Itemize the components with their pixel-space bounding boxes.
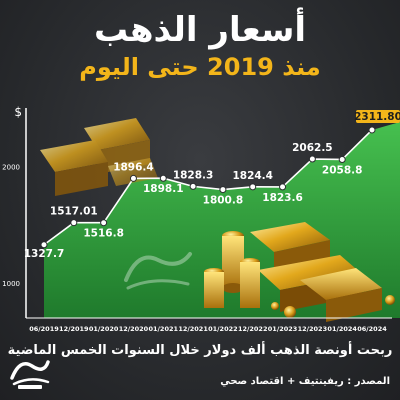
y-tick-label-1: 2000 bbox=[2, 163, 20, 171]
x-tick-label-1: 12/2019 bbox=[59, 325, 89, 333]
data-label-1: 1517.01 bbox=[50, 206, 98, 218]
data-point-11 bbox=[368, 126, 376, 134]
data-label-3: 1896.4 bbox=[113, 161, 154, 173]
data-point-5 bbox=[189, 182, 197, 190]
y-axis-unit-label: $ bbox=[14, 105, 22, 119]
brand-logo bbox=[10, 360, 50, 389]
data-point-10 bbox=[338, 155, 346, 163]
x-tick-label-3: 12/2020 bbox=[119, 325, 149, 333]
chart-caption: ربحت أونصة الذهب ألف دولار خلال السنوات … bbox=[7, 343, 393, 358]
last-value-badge bbox=[356, 109, 400, 123]
data-point-7 bbox=[249, 183, 257, 191]
page-subtitle: منذ 2019 حتى اليوم bbox=[79, 53, 321, 81]
series-line bbox=[43, 129, 373, 246]
data-point-0 bbox=[40, 241, 48, 249]
x-tick-label-8: 01/2023 bbox=[268, 325, 298, 333]
watermark-logo bbox=[124, 252, 192, 290]
data-label-6: 1800.8 bbox=[203, 195, 244, 207]
data-label-5: 1828.3 bbox=[173, 169, 214, 181]
x-tick-label-2: 01/2020 bbox=[89, 325, 119, 333]
data-point-1 bbox=[70, 219, 78, 227]
x-tick-label-11: 06/2024 bbox=[357, 325, 387, 333]
data-point-9 bbox=[308, 155, 316, 163]
x-tick-label-9: 12/2023 bbox=[298, 325, 328, 333]
data-point-2 bbox=[100, 219, 108, 227]
data-point-6 bbox=[219, 186, 227, 194]
data-label-8: 1823.6 bbox=[262, 192, 303, 204]
x-tick-label-0: 06/2019 bbox=[29, 325, 59, 333]
data-label-2: 1516.8 bbox=[83, 228, 124, 240]
x-tick-label-6: 01/2022 bbox=[208, 325, 238, 333]
data-label-7: 1824.4 bbox=[232, 170, 273, 182]
data-point-8 bbox=[279, 183, 287, 191]
data-label-0: 1327.7 bbox=[24, 248, 65, 260]
x-tick-label-5: 12/2021 bbox=[178, 325, 208, 333]
data-label-11: 2311.80 bbox=[354, 111, 400, 123]
x-tick-label-10: 01/2024 bbox=[327, 325, 357, 333]
x-tick-label-4: 01/2021 bbox=[149, 325, 179, 333]
y-tick-label-0: 1000 bbox=[2, 280, 20, 288]
data-label-4: 1898.1 bbox=[143, 183, 184, 195]
gold-bars-illustration-right bbox=[204, 222, 395, 322]
x-tick-label-7: 12/2022 bbox=[238, 325, 268, 333]
page-title: أسعار الذهب bbox=[93, 10, 307, 50]
data-point-4 bbox=[159, 174, 167, 182]
data-label-9: 2062.5 bbox=[292, 142, 333, 154]
source-note: المصدر : ريفينتيف + اقتصاد صحي bbox=[220, 376, 390, 387]
data-point-3 bbox=[129, 174, 137, 182]
data-label-10: 2058.8 bbox=[322, 164, 363, 176]
